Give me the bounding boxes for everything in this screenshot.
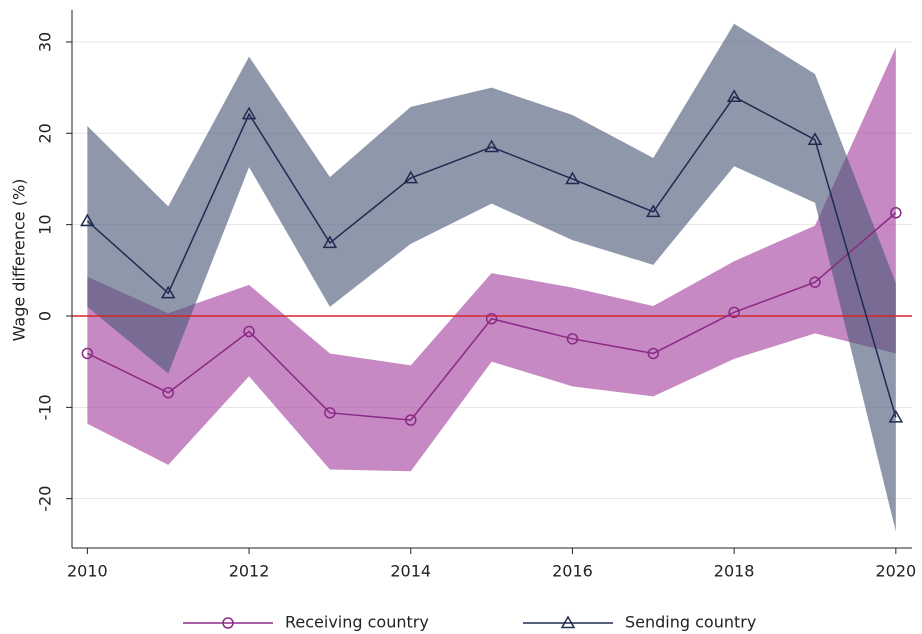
point (403, 170, 419, 184)
y-tick-label: 20 (36, 123, 55, 143)
point (565, 171, 580, 185)
legend-label: Receiving country (285, 613, 429, 632)
point (645, 204, 661, 218)
point (485, 312, 498, 325)
x-tick-label: 2014 (390, 562, 431, 581)
point (160, 285, 176, 299)
legend-marker (560, 615, 576, 629)
y-tick-label: 30 (36, 32, 55, 52)
point (243, 325, 255, 338)
point (888, 409, 904, 423)
point (807, 132, 823, 145)
y-tick-label: -10 (36, 394, 55, 420)
legend-label: Sending country (625, 613, 756, 632)
x-tick-label: 2018 (714, 562, 755, 581)
x-tick-label: 2012 (229, 562, 270, 581)
point (647, 347, 660, 360)
y-tick-label: -20 (36, 486, 55, 512)
point (726, 89, 742, 103)
point (890, 207, 902, 219)
point (484, 139, 499, 153)
legend-marker (222, 617, 234, 629)
series-line (87, 212, 897, 421)
confidence-band (87, 47, 896, 472)
point (728, 306, 740, 319)
y-tick-label: 10 (36, 214, 55, 234)
y-axis-title: Wage difference (%) (10, 179, 29, 342)
y-tick-label: 0 (36, 311, 55, 321)
point (322, 235, 338, 249)
point (80, 213, 95, 227)
confidence-band (87, 23, 896, 532)
x-tick-label: 2010 (67, 562, 108, 581)
point (324, 407, 336, 419)
point (81, 347, 94, 360)
x-tick-label: 2016 (552, 562, 593, 581)
point (809, 276, 821, 288)
point (241, 106, 257, 120)
point (404, 414, 417, 426)
series-line (86, 95, 897, 418)
point (566, 333, 579, 345)
x-tick-label: 2020 (875, 562, 916, 581)
point (162, 386, 174, 399)
